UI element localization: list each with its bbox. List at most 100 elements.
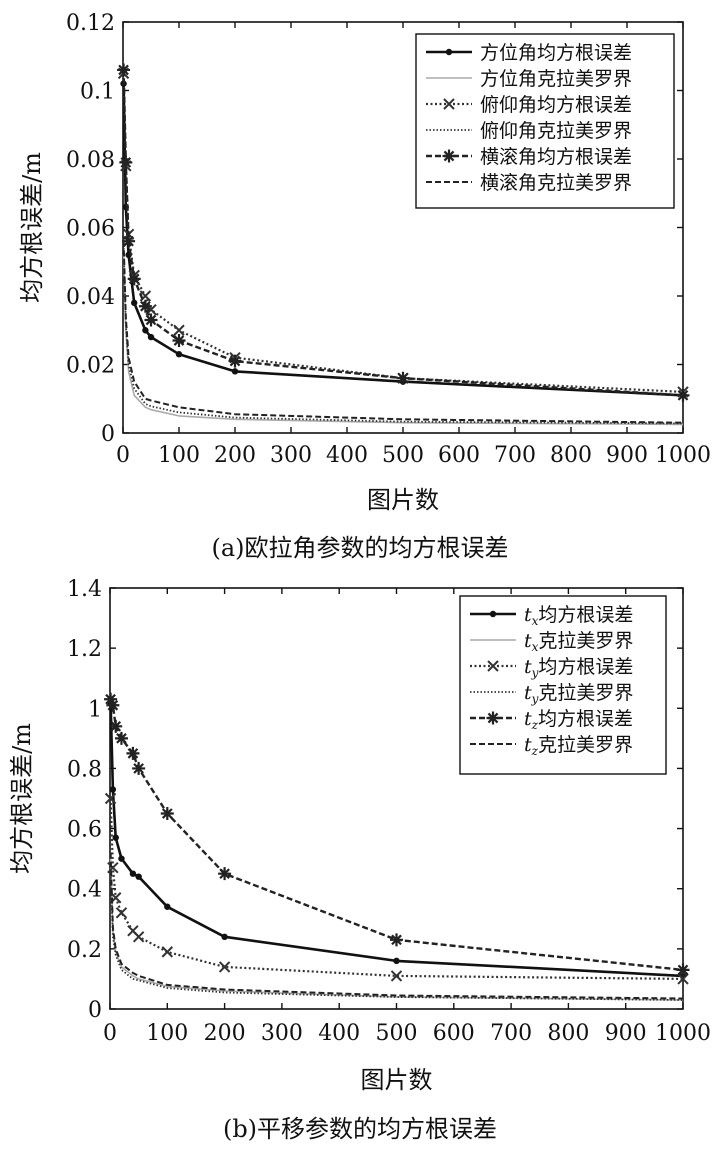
x-tick-label: 600 [438, 443, 480, 468]
data-point [104, 692, 118, 706]
legend-label-symbol: t [524, 656, 532, 678]
series-1 [109, 858, 684, 1001]
y-tick-label: 0.6 [67, 818, 102, 843]
legend-label-symbol: t [524, 734, 532, 756]
data-point [126, 746, 140, 760]
y-axis-label: 均方根误差/m [18, 152, 46, 303]
y-tick-label: 1.2 [67, 637, 102, 662]
legend-label: ty均方根误差 [524, 656, 633, 680]
legend-label-symbol: t [524, 708, 532, 730]
y-tick-label: 0.8 [67, 757, 102, 782]
legend-label-subscript: y [531, 666, 539, 680]
data-point [144, 313, 158, 327]
data-point [218, 867, 232, 881]
data-point [114, 731, 128, 745]
series-line [109, 798, 684, 980]
x-tick-label: 300 [270, 443, 312, 468]
x-tick-label: 200 [204, 1021, 246, 1046]
x-tick-label: 200 [214, 443, 256, 468]
x-tick-label: 500 [382, 443, 424, 468]
legend-label: 方位角均方根误差 [480, 42, 632, 64]
data-point [109, 786, 117, 793]
y-tick-label: 0.06 [66, 217, 115, 242]
data-point [135, 873, 142, 880]
series-line [109, 702, 684, 978]
legend-label-text: 均方根误差 [538, 604, 633, 626]
data-point [109, 719, 123, 733]
data-point [221, 933, 228, 941]
legend-marker [445, 48, 453, 56]
data-point [161, 946, 174, 958]
x-tick-label: 100 [146, 1021, 188, 1046]
series-2 [104, 792, 689, 985]
data-point [175, 351, 183, 358]
legend-label-text: 克拉美罗界 [538, 682, 633, 704]
x-tick-label: 800 [547, 1021, 589, 1046]
figure-caption: (b)平移参数的均方根误差 [223, 1115, 497, 1143]
series-5 [109, 852, 684, 1000]
data-point [119, 155, 133, 169]
x-tick-label: 400 [318, 1021, 360, 1046]
legend-label: 横滚角均方根误差 [480, 146, 632, 168]
legend-label-symbol: t [524, 604, 532, 626]
legend-box [459, 595, 667, 775]
legend-marker [487, 660, 499, 672]
data-point [142, 327, 149, 334]
data-point [173, 324, 185, 336]
data-point [396, 371, 410, 385]
data-point [117, 63, 131, 77]
legend-marker [486, 711, 500, 725]
data-point [138, 299, 152, 313]
legend-label: ty克拉美罗界 [524, 682, 633, 706]
y-tick-label: 0.02 [66, 354, 115, 379]
y-tick-label: 0.12 [66, 11, 115, 36]
legend-label: tx均方根误差 [524, 604, 633, 628]
series-1 [122, 254, 684, 426]
y-tick-label: 0.1 [80, 80, 115, 105]
y-tick-label: 0 [101, 422, 115, 447]
legend-marker [489, 610, 497, 618]
series-line [122, 244, 684, 425]
data-point [104, 792, 117, 805]
series-line [122, 241, 684, 424]
legend-label: 俯仰角均方根误差 [480, 94, 632, 116]
x-tick-label: 900 [605, 1021, 647, 1046]
y-tick-label: 0.08 [66, 148, 115, 173]
data-point [393, 957, 400, 965]
series-line [122, 83, 684, 397]
data-point [132, 761, 146, 775]
legend-label-subscript: z [531, 718, 539, 732]
legend-label-subscript: x [532, 640, 539, 654]
legend-label-text: 克拉美罗界 [538, 630, 633, 652]
y-tick-label: 0 [88, 998, 102, 1023]
data-point [676, 963, 690, 977]
data-point [112, 834, 119, 841]
legend-label-text: 均方根误差 [538, 708, 633, 730]
data-point [676, 388, 690, 402]
legend-label: 俯仰角克拉美罗界 [480, 120, 632, 142]
data-point [115, 907, 128, 919]
chart-a: 0 100 200 300 400 500 600 700 800 900 1000 0 0.02 0.0… [18, 11, 711, 562]
legend-label-subscript: x [532, 614, 539, 628]
legend-label: 方位角克拉美罗界 [480, 68, 632, 90]
legend: tx均方根误差tx克拉美罗界ty均方根误差ty克拉美罗界tz均方根误差tz克拉美… [459, 595, 667, 775]
x-tick-label: 800 [550, 443, 592, 468]
data-point [118, 855, 125, 862]
series-3 [109, 873, 684, 1001]
legend-label-text: 均方根误差 [538, 656, 633, 678]
data-point [127, 272, 141, 286]
legend-label: tz均方根误差 [524, 708, 633, 732]
legend-marker [442, 149, 456, 163]
legend-box [415, 33, 675, 209]
data-point [228, 354, 242, 368]
data-point [390, 970, 403, 982]
legend: 方位角均方根误差方位角克拉美罗界俯仰角均方根误差俯仰角克拉美罗界横滚角均方根误差… [415, 33, 675, 209]
data-point [147, 333, 155, 341]
figure-caption: (a)欧拉角参数的均方根误差 [211, 534, 508, 562]
series-line [122, 69, 684, 397]
y-tick-label: 0.04 [66, 285, 115, 310]
data-point [131, 299, 138, 307]
legend-label-symbol: t [524, 682, 532, 704]
